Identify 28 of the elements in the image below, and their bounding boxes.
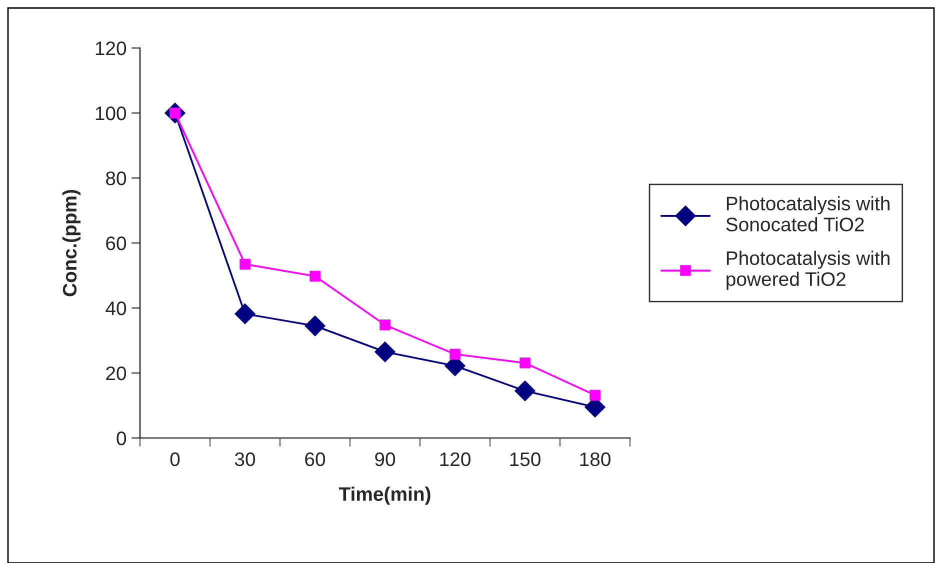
- x-axis-title: Time(min): [338, 486, 430, 505]
- x-tick-label: 0: [170, 452, 180, 466]
- x-tick-label: 120: [440, 452, 470, 466]
- point: [590, 390, 600, 400]
- y-tick-label: 20: [106, 366, 126, 380]
- point: [514, 380, 536, 402]
- point: [234, 304, 256, 324]
- y-tick-label: 40: [106, 301, 126, 316]
- y-tick-label: 0: [116, 431, 126, 446]
- point: [310, 270, 320, 282]
- point: [304, 316, 326, 336]
- point: [380, 320, 390, 330]
- x-tick-label: 60: [305, 452, 326, 466]
- point: [374, 342, 396, 362]
- point: [520, 358, 530, 368]
- y-tick-label: 60: [106, 236, 126, 250]
- y-axis-title: Conc.(ppm): [62, 190, 80, 296]
- x-tick-label: 90: [375, 452, 396, 466]
- y-tick-label: 120: [96, 41, 126, 56]
- y-tick-label: 80: [106, 171, 126, 186]
- legend-label: Photocatalysis with powered TiO2: [726, 250, 890, 290]
- point: [240, 258, 250, 270]
- legend-label: Photocatalysis with Sonocated TiO2: [726, 196, 890, 232]
- x-tick-label: 180: [580, 452, 610, 466]
- x-tick-label: 30: [234, 452, 256, 466]
- x-tick-label: 150: [510, 452, 540, 466]
- point: [450, 348, 460, 360]
- y-tick-label: 100: [96, 106, 126, 120]
